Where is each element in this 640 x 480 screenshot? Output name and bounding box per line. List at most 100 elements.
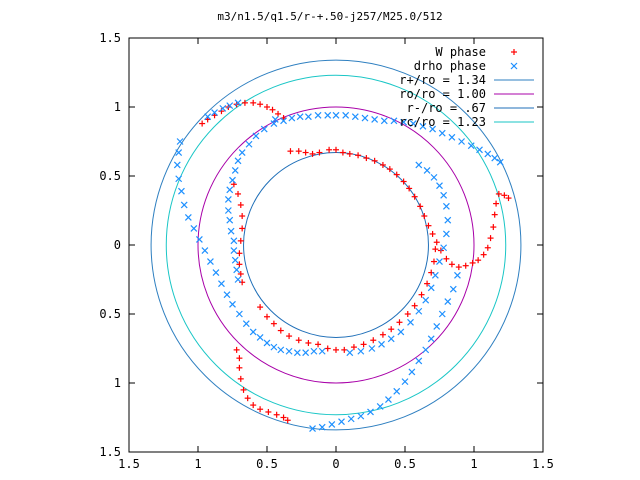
point-s1-32 — [260, 125, 268, 133]
circle-1 — [197, 106, 475, 384]
point-s1-95 — [423, 167, 431, 174]
point-s1-19-b — [400, 118, 408, 126]
point-s1-67-b — [256, 334, 264, 341]
point-s0-8 — [257, 101, 264, 108]
point-s1-2 — [219, 104, 227, 112]
point-s0-18 — [326, 146, 333, 153]
point-s1-89 — [442, 230, 450, 238]
point-s1-31 — [270, 120, 278, 127]
point-s1-6 — [280, 117, 287, 125]
point-s1-28-b — [484, 150, 492, 158]
legend-key-1-b — [510, 62, 518, 70]
reference-circles — [150, 59, 522, 431]
point-s1-58 — [201, 247, 209, 254]
point-s1-21 — [419, 122, 427, 130]
legend-label-3: ro/ro = 1.00 — [399, 87, 486, 101]
point-s1-57 — [195, 236, 203, 243]
point-s1-92-b — [440, 191, 448, 199]
point-s0-42 — [475, 257, 482, 264]
point-s0-89 — [237, 375, 244, 382]
legend-label-5: rc/ro = 1.23 — [399, 115, 486, 129]
point-s1-87-b — [436, 258, 443, 265]
point-s1-5 — [271, 115, 279, 123]
point-s0-78 — [396, 319, 403, 326]
circle-2 — [243, 152, 429, 338]
point-s1-98-b — [318, 423, 326, 431]
point-s0-72 — [341, 346, 348, 353]
chart-title: m3/n1.5/q1.5/r-+.50-j257/M25.0/512 — [217, 10, 442, 23]
point-s0-44 — [484, 244, 491, 251]
point-s0-88 — [236, 364, 243, 371]
point-s1-0-b — [204, 113, 212, 121]
point-s1-109-b — [415, 357, 423, 365]
point-s1-41-b — [224, 207, 232, 214]
point-s1-14-b — [351, 113, 359, 121]
point-s1-43 — [227, 227, 235, 235]
point-s0-43 — [480, 251, 487, 258]
point-s1-23-b — [438, 129, 446, 137]
point-s1-67 — [256, 334, 264, 341]
point-s1-99-b — [328, 420, 336, 428]
point-s1-66 — [249, 328, 257, 336]
point-s1-90 — [444, 216, 452, 224]
point-s0-24 — [371, 157, 378, 164]
point-s1-106-b — [393, 387, 401, 395]
point-s0-81 — [418, 291, 425, 298]
point-s1-111-b — [427, 335, 435, 343]
point-s1-95-b — [423, 167, 431, 174]
point-s1-36 — [234, 157, 242, 165]
point-s1-35 — [238, 149, 246, 156]
point-s1-27 — [476, 146, 483, 154]
point-s0-47 — [491, 211, 498, 218]
point-s0-32 — [421, 213, 428, 220]
point-s1-49 — [176, 138, 184, 145]
point-s1-75 — [318, 347, 326, 355]
x-tick-label-5: 1 — [470, 457, 477, 471]
point-s1-8 — [296, 113, 304, 121]
point-s0-70 — [324, 345, 331, 352]
point-s1-107 — [401, 378, 409, 386]
point-s1-97-b — [309, 425, 316, 432]
point-s1-25-b — [458, 138, 466, 145]
point-s1-60-b — [212, 269, 220, 277]
point-s0-33 — [425, 222, 432, 229]
point-s0-40 — [462, 262, 469, 269]
point-s0-69 — [315, 341, 322, 348]
point-s1-102-b — [357, 412, 365, 420]
point-s1-9-b — [304, 113, 312, 121]
point-s1-102 — [357, 412, 365, 420]
point-s0-20 — [339, 149, 346, 156]
point-s1-82-b — [407, 318, 414, 326]
point-s1-5-b — [271, 115, 279, 123]
point-s1-13-b — [342, 111, 350, 119]
point-s1-77-b — [357, 347, 365, 355]
point-s1-77 — [357, 347, 365, 355]
point-s1-114 — [444, 298, 452, 306]
point-s0-93 — [257, 406, 264, 413]
point-s1-68 — [263, 339, 271, 347]
point-s1-31-b — [270, 120, 278, 127]
point-s0-41 — [469, 259, 476, 266]
point-s0-28 — [400, 178, 407, 185]
point-s0-74 — [360, 341, 367, 348]
point-s1-44-b — [230, 237, 238, 245]
point-s1-3-b — [226, 102, 234, 110]
point-s0-39 — [455, 264, 462, 271]
point-s1-96-b — [415, 161, 423, 169]
point-s1-8-b — [296, 113, 304, 121]
point-s1-24-b — [448, 133, 456, 141]
point-s1-21-b — [419, 122, 427, 130]
point-s1-97 — [309, 425, 316, 432]
point-s1-91-b — [442, 202, 450, 210]
point-s1-115 — [449, 285, 457, 293]
point-s1-45-b — [230, 247, 238, 254]
point-s1-50 — [175, 149, 183, 156]
point-s0-45 — [487, 235, 494, 242]
legend-label-0: W phase — [435, 45, 486, 59]
point-s0-35 — [433, 239, 440, 246]
point-s1-73 — [302, 349, 310, 357]
point-s1-41 — [224, 207, 232, 214]
point-s1-54-b — [180, 201, 188, 209]
